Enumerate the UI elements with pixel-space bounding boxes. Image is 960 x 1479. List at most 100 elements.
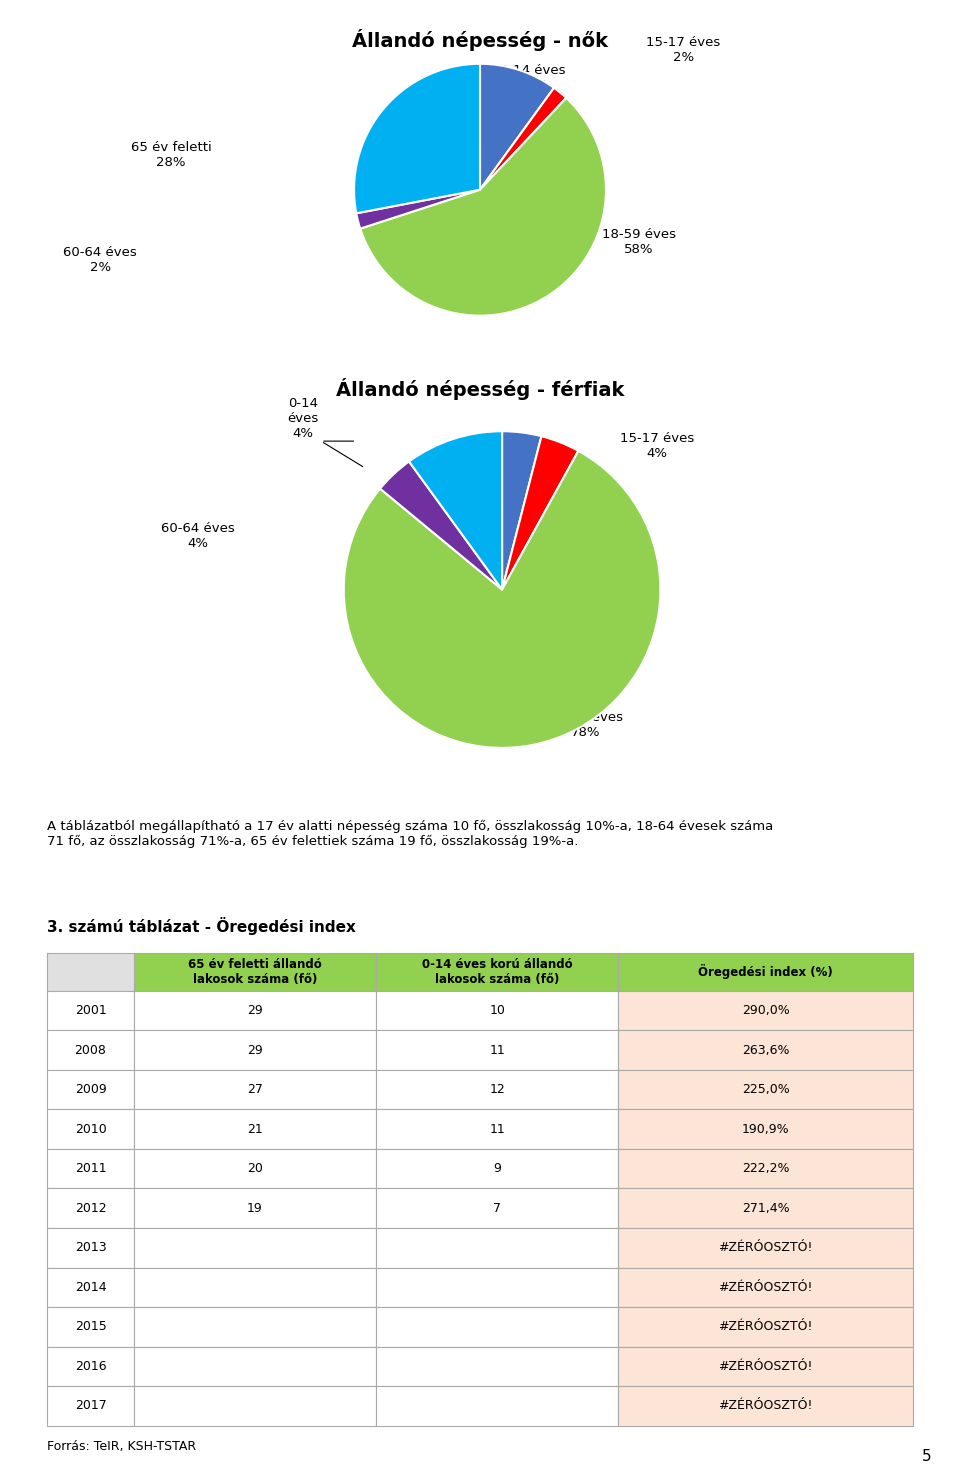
FancyBboxPatch shape (618, 1307, 913, 1347)
Text: #ZÉRÓOSZTÓ!: #ZÉRÓOSZTÓ! (718, 1281, 813, 1294)
FancyBboxPatch shape (618, 1189, 913, 1228)
FancyBboxPatch shape (47, 1031, 133, 1069)
Text: 65 év
feletti
10%: 65 év feletti 10% (390, 500, 429, 544)
Text: 11: 11 (490, 1123, 505, 1136)
Text: A táblázatból megállapítható a 17 év alatti népesség száma 10 fő, összlakosság 1: A táblázatból megállapítható a 17 év ala… (47, 819, 774, 847)
FancyBboxPatch shape (133, 1031, 376, 1069)
Text: 0-14 éves korú állandó
lakosok száma (fő): 0-14 éves korú állandó lakosok száma (fő… (422, 958, 572, 986)
Text: 65 év feletti
28%: 65 év feletti 28% (131, 141, 211, 169)
Text: 15-17 éves
2%: 15-17 éves 2% (646, 35, 720, 64)
FancyBboxPatch shape (133, 1386, 376, 1426)
Text: 18-59 éves
58%: 18-59 éves 58% (602, 228, 676, 256)
Text: 271,4%: 271,4% (742, 1202, 789, 1214)
FancyBboxPatch shape (47, 1228, 133, 1268)
Text: 2009: 2009 (75, 1083, 107, 1096)
Text: 0-14
éves
4%: 0-14 éves 4% (288, 398, 319, 441)
Text: 18-59 éves
78%: 18-59 éves 78% (549, 710, 623, 738)
Text: 225,0%: 225,0% (742, 1083, 789, 1096)
Text: 190,9%: 190,9% (742, 1123, 789, 1136)
FancyBboxPatch shape (618, 1228, 913, 1268)
FancyBboxPatch shape (618, 1109, 913, 1149)
Text: 20: 20 (247, 1162, 263, 1176)
Wedge shape (354, 64, 480, 213)
Wedge shape (480, 64, 554, 189)
Text: 15-17 éves
4%: 15-17 éves 4% (619, 432, 694, 460)
Text: 2011: 2011 (75, 1162, 107, 1176)
FancyBboxPatch shape (47, 1109, 133, 1149)
FancyBboxPatch shape (376, 1386, 618, 1426)
FancyBboxPatch shape (376, 1149, 618, 1189)
FancyBboxPatch shape (618, 1149, 913, 1189)
Text: Állandó népesség - nők: Állandó népesség - nők (352, 28, 608, 50)
FancyBboxPatch shape (133, 1228, 376, 1268)
FancyBboxPatch shape (133, 1307, 376, 1347)
FancyBboxPatch shape (133, 991, 376, 1031)
FancyBboxPatch shape (618, 991, 913, 1031)
Text: 5: 5 (922, 1449, 931, 1464)
FancyBboxPatch shape (47, 1149, 133, 1189)
FancyBboxPatch shape (376, 1268, 618, 1307)
FancyBboxPatch shape (376, 1347, 618, 1386)
Wedge shape (502, 432, 541, 590)
Text: 19: 19 (247, 1202, 263, 1214)
Text: #ZÉRÓOSZTÓ!: #ZÉRÓOSZTÓ! (718, 1399, 813, 1412)
FancyBboxPatch shape (618, 1347, 913, 1386)
Text: 9: 9 (493, 1162, 501, 1176)
FancyBboxPatch shape (133, 952, 376, 991)
Text: 29: 29 (247, 1004, 263, 1018)
FancyBboxPatch shape (618, 1069, 913, 1109)
FancyBboxPatch shape (133, 1189, 376, 1228)
Text: Forrás: TeIR, KSH-TSTAR: Forrás: TeIR, KSH-TSTAR (47, 1441, 197, 1454)
Text: 60-64 éves
4%: 60-64 éves 4% (160, 522, 234, 550)
Wedge shape (480, 87, 566, 189)
FancyBboxPatch shape (376, 1189, 618, 1228)
FancyBboxPatch shape (133, 1268, 376, 1307)
FancyBboxPatch shape (47, 1307, 133, 1347)
Text: 2012: 2012 (75, 1202, 107, 1214)
FancyBboxPatch shape (376, 1228, 618, 1268)
FancyBboxPatch shape (376, 952, 618, 991)
FancyBboxPatch shape (47, 952, 133, 991)
FancyBboxPatch shape (47, 991, 133, 1031)
FancyBboxPatch shape (376, 1307, 618, 1347)
Text: 2013: 2013 (75, 1241, 107, 1254)
Text: 2015: 2015 (75, 1321, 107, 1334)
Text: 2014: 2014 (75, 1281, 107, 1294)
Text: #ZÉRÓOSZTÓ!: #ZÉRÓOSZTÓ! (718, 1359, 813, 1373)
Wedge shape (409, 432, 502, 590)
Text: 2008: 2008 (75, 1044, 107, 1056)
FancyBboxPatch shape (47, 1268, 133, 1307)
Text: #ZÉRÓOSZTÓ!: #ZÉRÓOSZTÓ! (718, 1321, 813, 1334)
Text: 2016: 2016 (75, 1359, 107, 1373)
FancyBboxPatch shape (376, 1031, 618, 1069)
FancyBboxPatch shape (47, 1386, 133, 1426)
Wedge shape (502, 436, 578, 590)
Text: 65 év feletti állandó
lakosok száma (fő): 65 év feletti állandó lakosok száma (fő) (188, 958, 322, 986)
Wedge shape (380, 461, 502, 590)
Text: 29: 29 (247, 1044, 263, 1056)
FancyBboxPatch shape (376, 991, 618, 1031)
Text: 27: 27 (247, 1083, 263, 1096)
FancyBboxPatch shape (618, 1031, 913, 1069)
Wedge shape (344, 451, 660, 748)
FancyBboxPatch shape (376, 1109, 618, 1149)
Text: 263,6%: 263,6% (742, 1044, 789, 1056)
Text: 10: 10 (490, 1004, 505, 1018)
FancyBboxPatch shape (618, 1268, 913, 1307)
FancyBboxPatch shape (133, 1109, 376, 1149)
FancyBboxPatch shape (47, 1189, 133, 1228)
Text: 21: 21 (247, 1123, 263, 1136)
Text: 2017: 2017 (75, 1399, 107, 1412)
FancyBboxPatch shape (47, 1069, 133, 1109)
Text: Öregedési index (%): Öregedési index (%) (698, 964, 833, 979)
Text: 290,0%: 290,0% (742, 1004, 789, 1018)
Wedge shape (360, 98, 606, 315)
FancyBboxPatch shape (133, 1149, 376, 1189)
FancyBboxPatch shape (376, 1069, 618, 1109)
Wedge shape (356, 189, 480, 229)
Text: 222,2%: 222,2% (742, 1162, 789, 1176)
FancyBboxPatch shape (47, 1347, 133, 1386)
FancyBboxPatch shape (133, 1347, 376, 1386)
Text: 7: 7 (493, 1202, 501, 1214)
Text: 12: 12 (490, 1083, 505, 1096)
